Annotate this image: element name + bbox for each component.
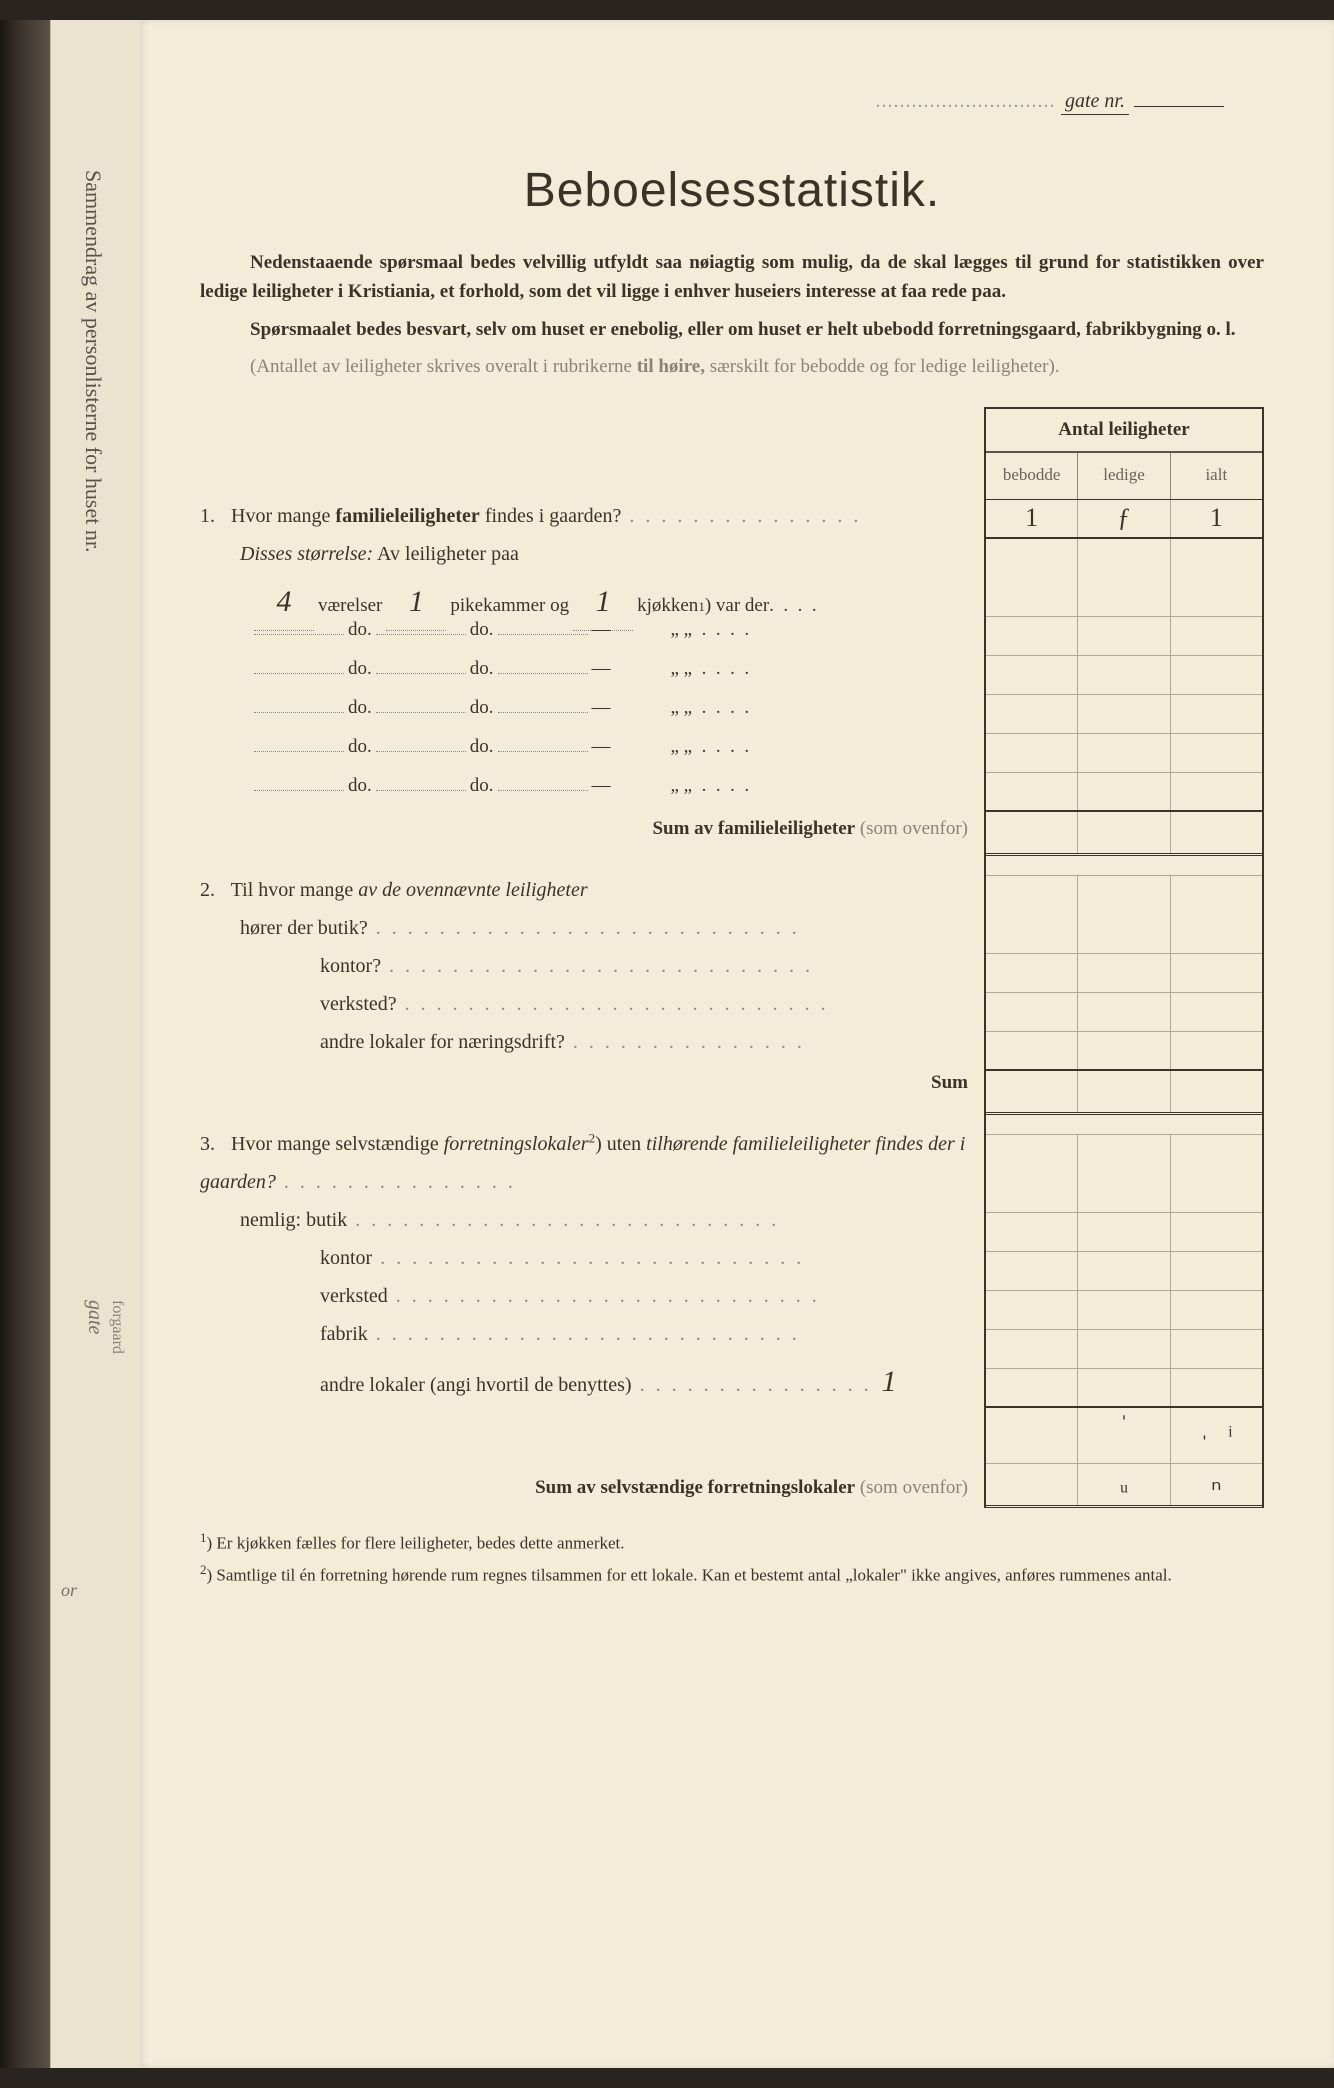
table-row: [986, 1330, 1262, 1369]
table-row: [986, 915, 1262, 954]
q3-line-1: nemlig: butik: [200, 1201, 972, 1239]
table-row-sum: [986, 812, 1262, 856]
page-title: Beboelsesstatistik.: [200, 163, 1264, 218]
table-row: [986, 1174, 1262, 1213]
cell: 1: [986, 500, 1078, 537]
footnote-1: 1) Er kjøkken fælles for flere leilighet…: [220, 1528, 1264, 1556]
table-body: 1 ƒ 1: [984, 500, 1264, 1508]
cell: ƒ: [1078, 500, 1170, 537]
spine-margin: Sammendrag av personlisterne for huset n…: [50, 20, 140, 2068]
q1-size-row-5: do. do. — „ „ . . . .: [200, 729, 972, 768]
table-row: [986, 1291, 1262, 1330]
q1-size-row-1: 4 værelser 1 pikekammer og 1 kjøkken1) v…: [200, 573, 972, 612]
table-row: [986, 656, 1262, 695]
table-row-sum: [986, 1071, 1262, 1115]
q3-line-5: andre lokaler (angi hvortil de benyttes)…: [200, 1353, 972, 1410]
q2-sum: Sum: [200, 1061, 972, 1105]
q2-line-3: verksted?: [200, 985, 972, 1023]
footnotes: 1) Er kjøkken fælles for flere leilighet…: [200, 1528, 1264, 1588]
table-row: 1 ƒ 1: [986, 500, 1262, 539]
q3-line-3: verksted: [200, 1277, 972, 1315]
table-row: [986, 734, 1262, 773]
book-binding: [0, 20, 50, 2068]
col-ledige: ledige: [1078, 453, 1170, 499]
table-row: [986, 1369, 1262, 1408]
table-row: [986, 578, 1262, 617]
table-row: [986, 1032, 1262, 1071]
spine-text-4: or: [61, 1580, 77, 1601]
intro-paragraph-1: Nedenstaaende spørsmaal bedes velvillig …: [200, 248, 1264, 307]
q1-size-row-4: do. do. — „ „ . . . .: [200, 690, 972, 729]
table-row: [986, 617, 1262, 656]
main-content: 1. Hvor mange familieleiligheter findes …: [200, 407, 1264, 1510]
spine-text-2: gate: [83, 1300, 106, 1334]
question-2: 2. Til hvor mange av de ovennævnte leili…: [200, 871, 972, 909]
table-header: Antal leiligheter bebodde ledige ialt: [984, 407, 1264, 500]
q3-line-4: fabrik: [200, 1315, 972, 1353]
page: Sammendrag av personlisterne for huset n…: [0, 20, 1334, 2068]
footnote-2: 2) Samtlige til én forretning hørende ru…: [220, 1560, 1264, 1588]
table-row: [986, 876, 1262, 915]
spine-text-3: forgaard: [108, 1300, 126, 1354]
table-row: [986, 1213, 1262, 1252]
q2-line-2: kontor?: [200, 947, 972, 985]
questions-column: 1. Hvor mange familieleiligheter findes …: [200, 407, 984, 1510]
intro-paragraph-2: Spørsmaalet bedes besvart, selv om huset…: [200, 315, 1264, 344]
table-column: Antal leiligheter bebodde ledige ialt 1 …: [984, 407, 1264, 1510]
spine-text-1: Sammendrag av personlisterne for huset n…: [80, 170, 106, 552]
document-paper: .............................. gate nr. …: [140, 20, 1334, 2068]
table-row: [986, 993, 1262, 1032]
table-row: [986, 695, 1262, 734]
table-row: [986, 1252, 1262, 1291]
cell: 1: [1171, 500, 1262, 537]
q3-sum: Sum av selvstændige forretningslokaler (…: [200, 1466, 972, 1510]
q3-line-2: kontor: [200, 1239, 972, 1277]
q1-size-row-3: do. do. — „ „ . . . .: [200, 651, 972, 690]
intro-paragraph-3: (Antallet av leiligheter skrives overalt…: [200, 352, 1264, 381]
q2-line-4: andre lokaler for næringsdrift?: [200, 1023, 972, 1061]
table-row: [986, 954, 1262, 993]
table-row: [986, 539, 1262, 578]
q1-sub-label: Disses størrelse: Av leiligheter paa: [200, 535, 972, 573]
question-1: 1. Hvor mange familieleiligheter findes …: [200, 497, 972, 535]
col-bebodde: bebodde: [986, 453, 1078, 499]
table-row: [986, 773, 1262, 812]
col-ialt: ialt: [1171, 453, 1262, 499]
q1-sum: Sum av familieleiligheter (som ovenfor): [200, 807, 972, 851]
table-row: ˈˌ ᵢ: [986, 1408, 1262, 1464]
q2-line-1: hører der butik?: [200, 909, 972, 947]
table-row-sum: ᵤₙ: [986, 1464, 1262, 1508]
q1-size-row-6: do. do. — „ „ . . . .: [200, 768, 972, 807]
gate-number-field: .............................. gate nr.: [200, 90, 1264, 113]
table-row: [986, 1135, 1262, 1174]
question-3: 3. Hvor mange selvstændige forretningslo…: [200, 1125, 972, 1201]
